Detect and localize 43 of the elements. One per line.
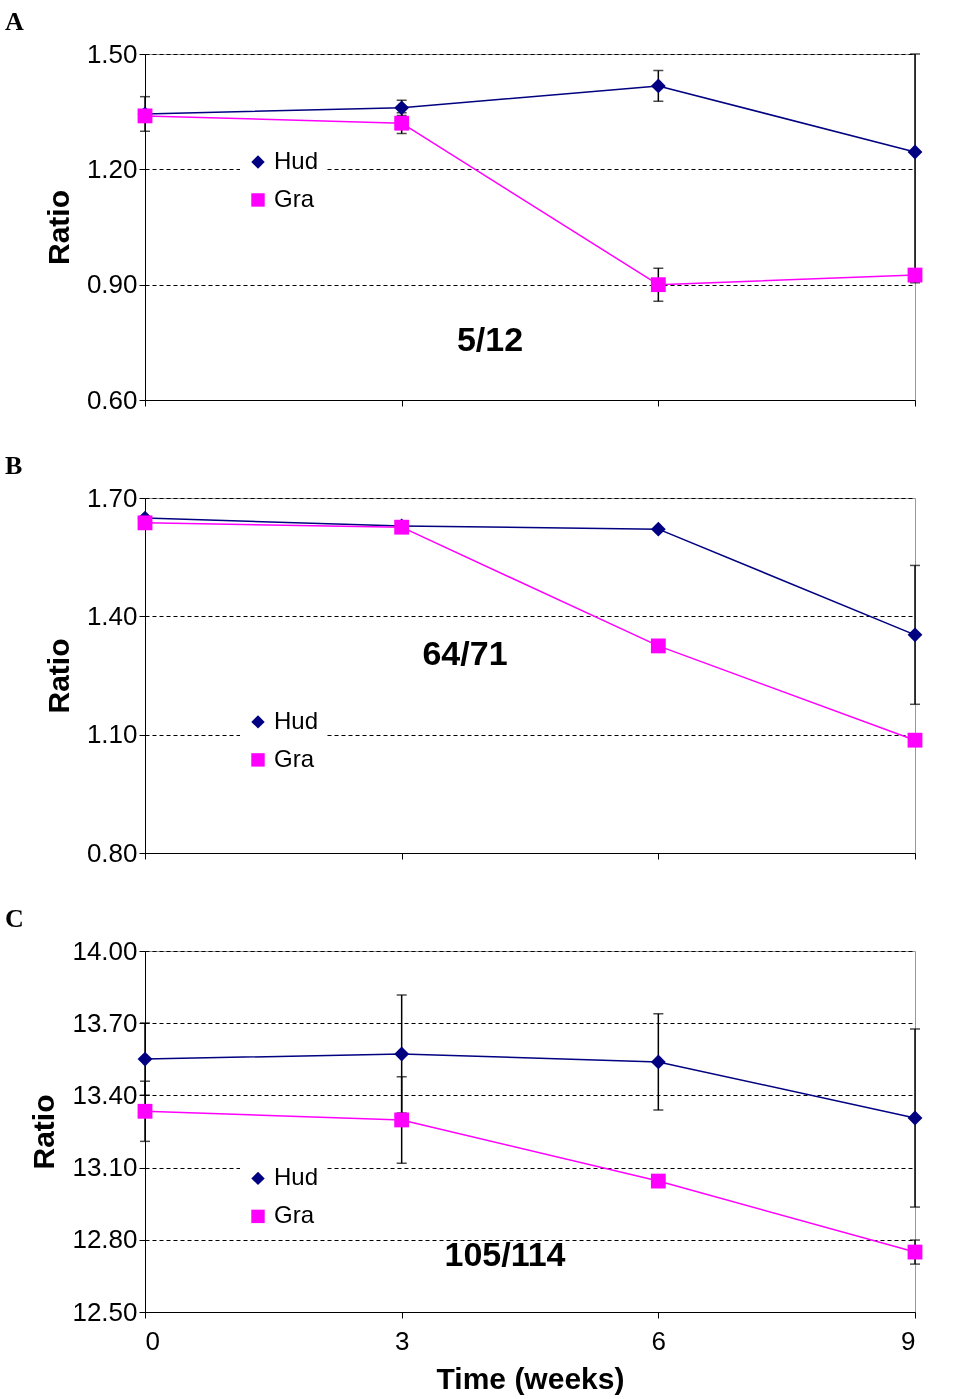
- y-tick-label: 1.50: [86, 38, 138, 69]
- y-tick-label: 13.10: [72, 1152, 138, 1183]
- chart-title: A: [5, 7, 24, 36]
- chart-title: C: [5, 904, 24, 933]
- y-tick-label: 0.90: [86, 269, 138, 300]
- point: [907, 144, 923, 160]
- y-tick-label: 12.80: [72, 1224, 138, 1255]
- legend-label: Gra: [274, 744, 315, 772]
- legend-label: Hud: [274, 1163, 319, 1191]
- point: [394, 115, 410, 131]
- point: [907, 732, 923, 748]
- point: [650, 78, 666, 94]
- point: [650, 277, 666, 293]
- y-tick-label: 0.60: [86, 384, 138, 415]
- point: [650, 638, 666, 654]
- annotation: 5/12: [456, 320, 524, 358]
- chart-title: B: [5, 451, 23, 480]
- point: [650, 521, 666, 537]
- y-tick-label: 13.40: [72, 1079, 138, 1110]
- y-axis-title: Ratio: [41, 190, 75, 265]
- y-tick-label: 13.70: [72, 1007, 138, 1038]
- y-axis-title: Ratio: [27, 1094, 61, 1170]
- annotation: 105/114: [444, 1235, 566, 1273]
- point: [907, 627, 923, 643]
- legend-label: Hud: [274, 146, 319, 174]
- y-axis-title: Ratio: [41, 638, 75, 714]
- legend-label: Hud: [274, 706, 319, 734]
- y-tick-label: 1.70: [86, 482, 138, 513]
- y-tick-label: 1.40: [86, 600, 138, 631]
- x-tick-label: 3: [394, 1325, 410, 1356]
- x-tick-label: 6: [651, 1325, 667, 1356]
- x-axis-title: Time (weeks): [436, 1361, 625, 1395]
- y-tick-label: 1.10: [86, 719, 138, 750]
- y-tick-label: 14.00: [72, 935, 138, 966]
- x-tick-label: 0: [145, 1325, 160, 1356]
- legend-label: Gra: [274, 184, 315, 212]
- y-tick-label: 0.80: [86, 837, 138, 868]
- point: [137, 515, 153, 531]
- y-tick-label: 12.50: [72, 1296, 138, 1327]
- y-tick-label: 1.20: [86, 153, 138, 184]
- annotation: 64/71: [422, 634, 508, 672]
- legend-label: Gra: [274, 1201, 315, 1229]
- x-tick-label: 9: [901, 1325, 916, 1356]
